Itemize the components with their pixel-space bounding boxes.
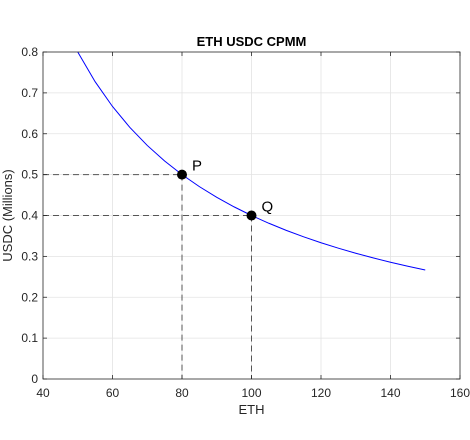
point-marker-q [247,211,257,221]
y-tick-label: 0.4 [21,209,38,223]
x-tick-label: 60 [106,386,120,400]
x-tick-label: 160 [450,386,470,400]
x-axis-label: ETH [239,402,265,417]
x-tick-label: 100 [241,386,261,400]
x-tick-label: 120 [311,386,331,400]
y-tick-label: 0.5 [21,168,38,182]
point-label-q: Q [262,199,274,216]
y-tick-label: 0.3 [21,249,38,263]
y-axis-label: USDC (Millions) [0,169,15,261]
y-tick-label: 0.1 [21,331,38,345]
y-tick-label: 0.6 [21,127,38,141]
point-marker-p [177,170,187,180]
y-tick-label: 0.2 [21,290,38,304]
x-tick-label: 80 [175,386,189,400]
point-label-p: P [192,158,202,175]
x-tick-label: 40 [36,386,50,400]
chart-title: ETH USDC CPMM [197,34,307,49]
y-tick-label: 0 [31,372,38,386]
y-tick-label: 0.8 [21,45,38,59]
x-tick-label: 140 [380,386,400,400]
y-tick-label: 0.7 [21,86,38,100]
